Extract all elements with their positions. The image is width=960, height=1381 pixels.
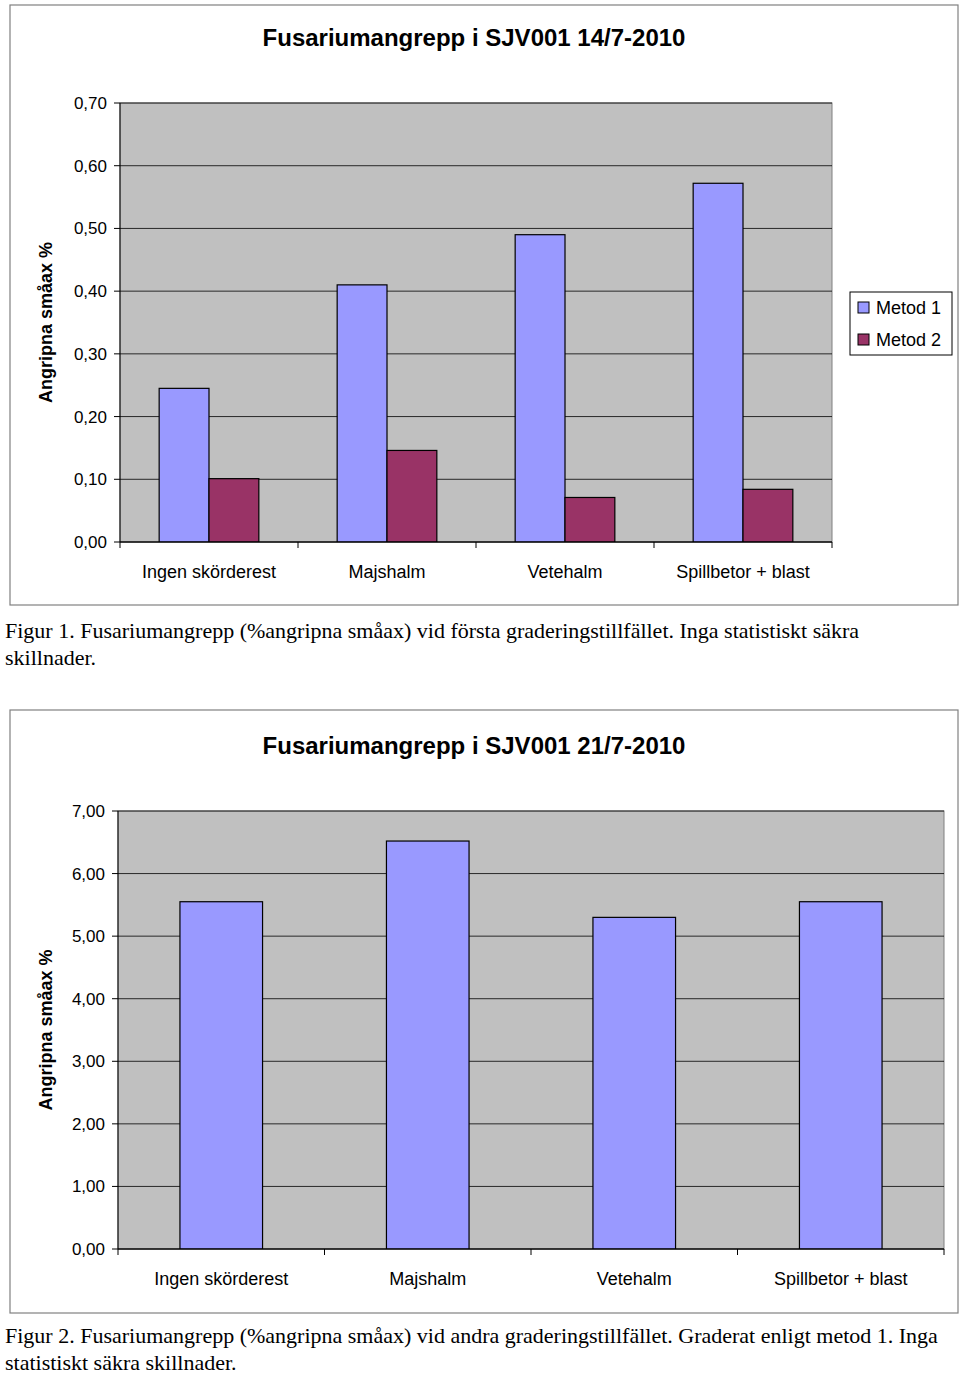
y-axis [118,811,119,1249]
bars [159,183,793,542]
x-axis [118,1249,944,1250]
chart-canvas: Fusariumangrepp i SJV001 14/7-2010 0,00 0,… [0,0,960,1381]
bars [180,841,882,1249]
tick-mark [114,291,120,292]
tick-label: 0,40 [74,282,107,301]
plot-area [118,811,944,1249]
title: Fusariumangrepp i SJV001 21/7-2010 [263,732,686,759]
bar [180,902,263,1249]
chart: Fusariumangrepp i SJV001 21/7-2010 0,00 1,… [10,710,958,1313]
tick-label: 0,50 [74,219,107,238]
tick-mark [114,479,120,480]
caption: Figur 2. Fusariumangrepp (%angripna småa… [5,1322,953,1376]
x-axis [120,542,832,543]
bar [387,450,437,542]
category-tick [531,1249,532,1255]
tick-mark [112,998,118,999]
y-axis [120,103,121,542]
category-tick [324,1249,325,1255]
bar [799,902,882,1249]
category-tick [832,542,833,548]
tick-mark [114,353,120,354]
bar [159,388,209,542]
category-label: Spillbetor + blast [676,562,810,582]
bar [743,489,793,542]
chart-frame [10,710,958,1313]
category-label: Ingen skörderest [154,1269,288,1289]
tick-mark [114,416,120,417]
tick-label: 0,30 [74,345,107,364]
page: Fusariumangrepp i SJV001 14/7-2010 0,00 0,… [0,0,960,1381]
category-label: Vetehalm [527,562,602,582]
tick-mark [112,873,118,874]
caption: Figur 1. Fusariumangrepp (%angripna småa… [5,617,953,671]
tick-label: 5,00 [72,927,105,946]
tick-label: 1,00 [72,1177,105,1196]
tick-label: 0,60 [74,157,107,176]
tick-mark [112,936,118,937]
tick-mark [114,103,120,104]
grid-line [118,811,944,812]
category-tick [944,1249,945,1255]
tick-mark [112,1186,118,1187]
axis-label: Angripna småax % [36,242,56,403]
category-label: Vetehalm [597,1269,672,1289]
tick-label: 0,70 [74,94,107,113]
chart-frame [10,5,958,605]
grid-line [120,542,832,543]
tick-label: 4,00 [72,990,105,1009]
bar [593,917,676,1249]
bar [565,497,615,542]
tick-mark [114,165,120,166]
legend-swatch [858,334,869,345]
legend: Metod 1 Metod 2 [850,292,952,355]
tick-label: 0,00 [74,533,107,552]
category-tick [118,1249,119,1255]
category-label: Spillbetor + blast [774,1269,908,1289]
tick-mark [112,1061,118,1062]
legend-box [850,292,952,355]
tick-label: 6,00 [72,865,105,884]
bar [386,841,469,1249]
grid-line [120,103,832,104]
legend-label: Metod 1 [876,298,941,318]
legend-swatch [858,302,869,313]
tick-label: 0,00 [72,1240,105,1259]
category-tick [298,542,299,548]
tick-label: 2,00 [72,1115,105,1134]
grid-line [118,1249,944,1250]
category-tick [120,542,121,548]
tick-mark [112,1249,118,1250]
category-label: Ingen skörderest [142,562,276,582]
tick-label: 7,00 [72,802,105,821]
axis-label: Angripna småax % [36,949,56,1110]
category-tick [737,1249,738,1255]
category-label: Majshalm [389,1269,466,1289]
grid-line [120,165,832,166]
grid-line [118,873,944,874]
tick-label: 0,10 [74,470,107,489]
tick-mark [112,1123,118,1124]
plot-area [120,103,832,542]
tick-label: 3,00 [72,1052,105,1071]
bar [209,479,259,542]
tick-label: 0,20 [74,408,107,427]
category-tick [654,542,655,548]
tick-mark [114,542,120,543]
chart: Fusariumangrepp i SJV001 14/7-2010 0,00 0,… [10,5,958,605]
legend-label: Metod 2 [876,330,941,350]
bar [337,285,387,542]
tick-mark [114,228,120,229]
tick-mark [112,811,118,812]
bar [693,183,743,542]
category-tick [476,542,477,548]
title: Fusariumangrepp i SJV001 14/7-2010 [263,24,686,51]
category-label: Majshalm [348,562,425,582]
bar [515,235,565,542]
